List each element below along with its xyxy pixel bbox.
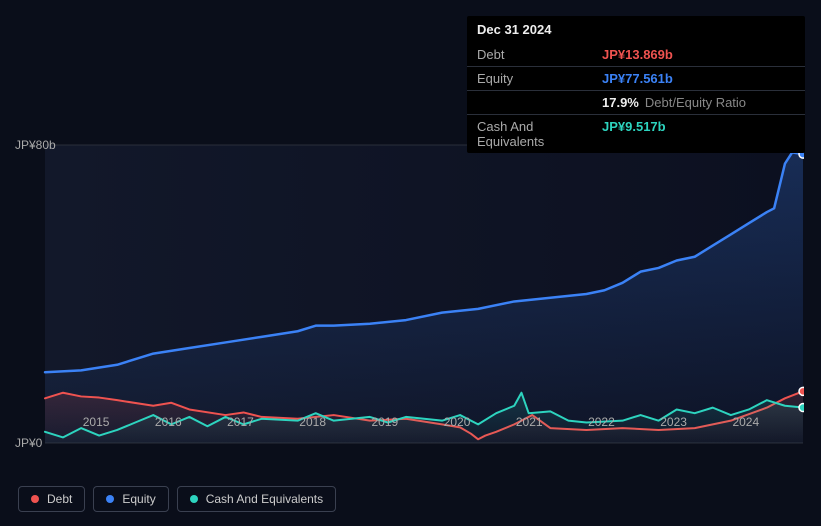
x-axis-label: 2018 <box>299 415 326 429</box>
x-axis-label: 2017 <box>227 415 254 429</box>
info-row: Cash And EquivalentsJP¥9.517b <box>467 115 805 153</box>
info-value: JP¥9.517b <box>602 119 666 134</box>
info-panel: Dec 31 2024 DebtJP¥13.869bEquityJP¥77.56… <box>467 16 805 153</box>
legend-dot-icon <box>31 495 39 503</box>
x-axis-label: 2019 <box>371 415 398 429</box>
legend-item[interactable]: Equity <box>93 486 168 512</box>
info-extra: Debt/Equity Ratio <box>645 95 746 110</box>
y-axis-label: JP¥0 <box>15 436 42 450</box>
info-value: JP¥13.869b <box>602 47 673 62</box>
legend-dot-icon <box>190 495 198 503</box>
legend-label: Equity <box>122 492 155 506</box>
info-row: DebtJP¥13.869b <box>467 43 805 67</box>
info-value: 17.9% <box>602 95 639 110</box>
chart-area: JP¥0 JP¥80b 2015 2016 2017 2018 2019 2020 2021 2… <box>15 120 804 470</box>
info-value: JP¥77.561b <box>602 71 673 86</box>
legend: Debt Equity Cash And Equivalents <box>18 486 336 512</box>
info-label: Equity <box>477 71 602 86</box>
info-label: Debt <box>477 47 602 62</box>
y-axis-label: JP¥80b <box>15 138 56 152</box>
legend-label: Debt <box>47 492 72 506</box>
x-axis-label: 2023 <box>660 415 687 429</box>
x-axis-label: 2016 <box>155 415 182 429</box>
legend-item[interactable]: Cash And Equivalents <box>177 486 336 512</box>
x-axis-label: 2021 <box>516 415 543 429</box>
legend-item[interactable]: Debt <box>18 486 85 512</box>
info-row: EquityJP¥77.561b <box>467 67 805 91</box>
info-date: Dec 31 2024 <box>467 16 805 43</box>
legend-dot-icon <box>106 495 114 503</box>
legend-label: Cash And Equivalents <box>206 492 323 506</box>
x-axis-label: 2024 <box>732 415 759 429</box>
info-row: 17.9% Debt/Equity Ratio <box>467 91 805 115</box>
x-axis-label: 2022 <box>588 415 615 429</box>
info-label: Cash And Equivalents <box>477 119 602 149</box>
x-axis-label: 2020 <box>444 415 471 429</box>
x-axis-label: 2015 <box>83 415 110 429</box>
